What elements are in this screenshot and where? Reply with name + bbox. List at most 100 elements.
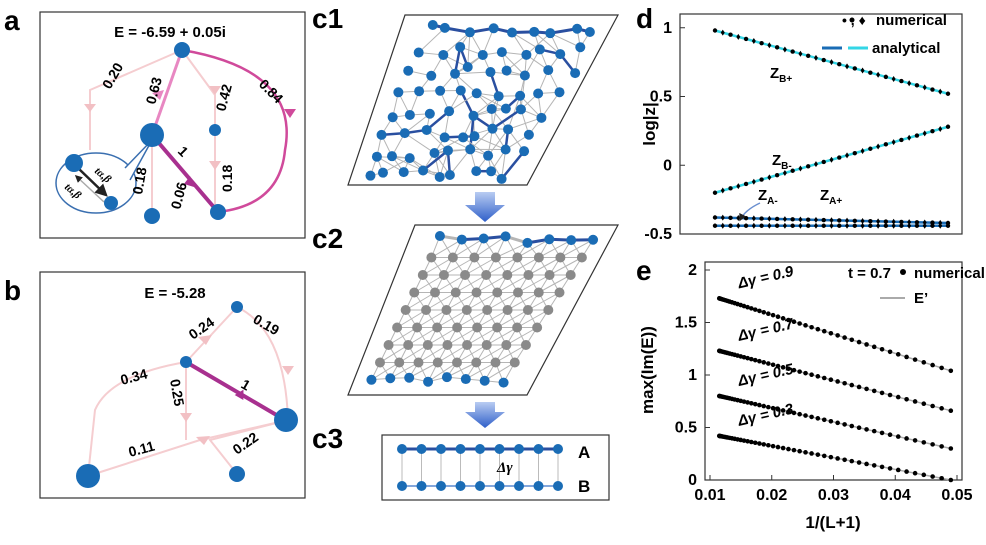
c2-node-bulk <box>417 270 428 280</box>
c1-node <box>404 109 415 120</box>
c1-node <box>496 47 507 58</box>
point-d <box>751 222 756 229</box>
c1-node <box>523 129 534 140</box>
point-d <box>883 223 889 228</box>
c2-node-bulk <box>492 287 503 298</box>
c3-node-a <box>514 444 524 454</box>
point-d <box>821 159 826 165</box>
point-e <box>871 344 877 350</box>
c2-node-bulk <box>492 322 503 333</box>
c1-node <box>496 173 507 184</box>
point-e <box>766 311 771 316</box>
point-e <box>815 452 821 457</box>
c2-node-bulk <box>471 357 482 368</box>
tick-label-e-x: 0.02 <box>756 487 787 504</box>
point-e <box>761 403 767 409</box>
weight-a-042: 0.42 <box>212 82 235 113</box>
point-e <box>780 445 786 451</box>
c2-node-bulk <box>400 305 411 315</box>
arrow-a-4 <box>152 90 164 100</box>
edge-b-024 <box>185 306 238 363</box>
edge-b-1 <box>184 360 287 422</box>
c1-node <box>398 167 409 178</box>
c1-node <box>424 108 435 119</box>
c2-node-edge <box>385 373 396 384</box>
point-e <box>821 453 827 459</box>
c2-node-bulk <box>432 357 443 368</box>
point-d <box>759 223 764 228</box>
point-e <box>856 425 862 430</box>
point-d <box>751 38 756 45</box>
point-e <box>775 444 781 450</box>
panel-e-xlabel: 1/(L+1) <box>805 513 860 532</box>
point-e <box>809 451 814 456</box>
point-d <box>899 78 904 84</box>
c1-node <box>570 68 581 79</box>
node-a-beta <box>104 196 118 210</box>
weight-b-011: 0.11 <box>127 438 157 460</box>
c2-edge <box>495 344 527 363</box>
c1-node <box>403 65 414 76</box>
point-e <box>887 392 893 398</box>
c2-node-bulk <box>481 340 492 350</box>
point-e <box>770 312 776 318</box>
c1-node <box>515 104 526 115</box>
tick-label-d-y: -0.5 <box>644 226 672 243</box>
c1-node <box>455 41 466 52</box>
point-d <box>938 125 943 132</box>
point-e <box>741 303 747 309</box>
c1-node <box>434 172 445 183</box>
c3-node-b <box>397 481 407 491</box>
c2-node-bulk <box>544 270 555 280</box>
point-e <box>749 400 754 406</box>
point-d <box>837 155 842 160</box>
c1-node <box>426 70 437 81</box>
point-e <box>871 463 877 468</box>
point-d <box>798 216 803 223</box>
point-e <box>752 440 758 446</box>
point-d <box>845 222 850 229</box>
panel-c3: A B Δγ <box>381 434 610 501</box>
c2-node-bulk <box>452 357 462 368</box>
point-d <box>806 53 811 58</box>
point-d <box>938 222 943 229</box>
arrow-a-1 <box>84 104 96 112</box>
c1-node <box>521 49 532 60</box>
panel-label-e: e <box>636 255 652 286</box>
c1-node <box>485 67 496 78</box>
c2-edge <box>474 235 506 258</box>
point-e <box>871 388 877 394</box>
point-d <box>798 165 803 172</box>
point-e <box>791 367 797 373</box>
c1-node <box>555 49 566 60</box>
point-e <box>786 317 791 323</box>
c2-edge <box>427 362 458 383</box>
tick-label-e-y: 1.5 <box>675 315 697 332</box>
edge-a-084 <box>181 48 288 214</box>
point-d <box>712 215 718 220</box>
point-d <box>938 88 943 95</box>
point-d <box>767 222 772 229</box>
point-d <box>759 177 764 182</box>
tick-label-e-x: 0.01 <box>694 487 725 504</box>
point-d <box>782 169 787 176</box>
point-d <box>728 186 733 191</box>
c3-node-b <box>416 481 427 491</box>
point-e <box>912 399 918 404</box>
c2-node-bulk <box>512 322 523 333</box>
c2-node-bulk <box>462 340 473 350</box>
c2-edge <box>516 309 549 328</box>
c1-node <box>543 65 554 76</box>
panel-label-c2: c2 <box>312 223 343 254</box>
point-e <box>864 427 869 432</box>
point-d <box>767 215 772 222</box>
c2-node-edge <box>479 375 490 386</box>
point-e <box>786 446 791 452</box>
c2-node-bulk <box>450 287 461 298</box>
c1-node <box>503 124 514 135</box>
c2-edge <box>466 327 498 346</box>
c2-edge <box>398 344 429 363</box>
panel-d-axes <box>679 13 963 235</box>
point-d <box>743 181 749 187</box>
c2-node-edge <box>434 231 445 242</box>
